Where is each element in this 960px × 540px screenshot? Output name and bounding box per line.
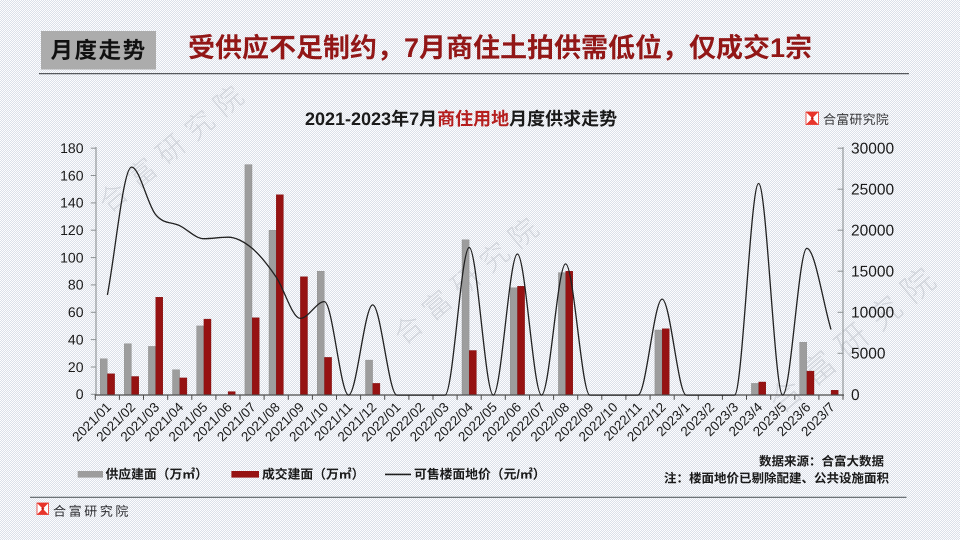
svg-text:15000: 15000 [851, 263, 894, 280]
svg-text:100: 100 [60, 249, 84, 265]
svg-text:10000: 10000 [851, 305, 894, 322]
svg-text:20: 20 [68, 359, 84, 375]
svg-text:0: 0 [851, 387, 860, 404]
svg-text:25000: 25000 [851, 181, 894, 198]
svg-text:160: 160 [60, 167, 84, 183]
svg-text:40: 40 [68, 331, 84, 347]
svg-text:5000: 5000 [851, 346, 886, 363]
svg-text:140: 140 [60, 195, 84, 211]
svg-text:120: 120 [60, 222, 84, 238]
svg-text:60: 60 [68, 304, 84, 320]
svg-text:80: 80 [68, 277, 84, 293]
svg-text:30000: 30000 [851, 140, 894, 157]
svg-text:0: 0 [76, 386, 84, 402]
svg-text:20000: 20000 [851, 222, 894, 239]
svg-text:180: 180 [60, 140, 84, 156]
